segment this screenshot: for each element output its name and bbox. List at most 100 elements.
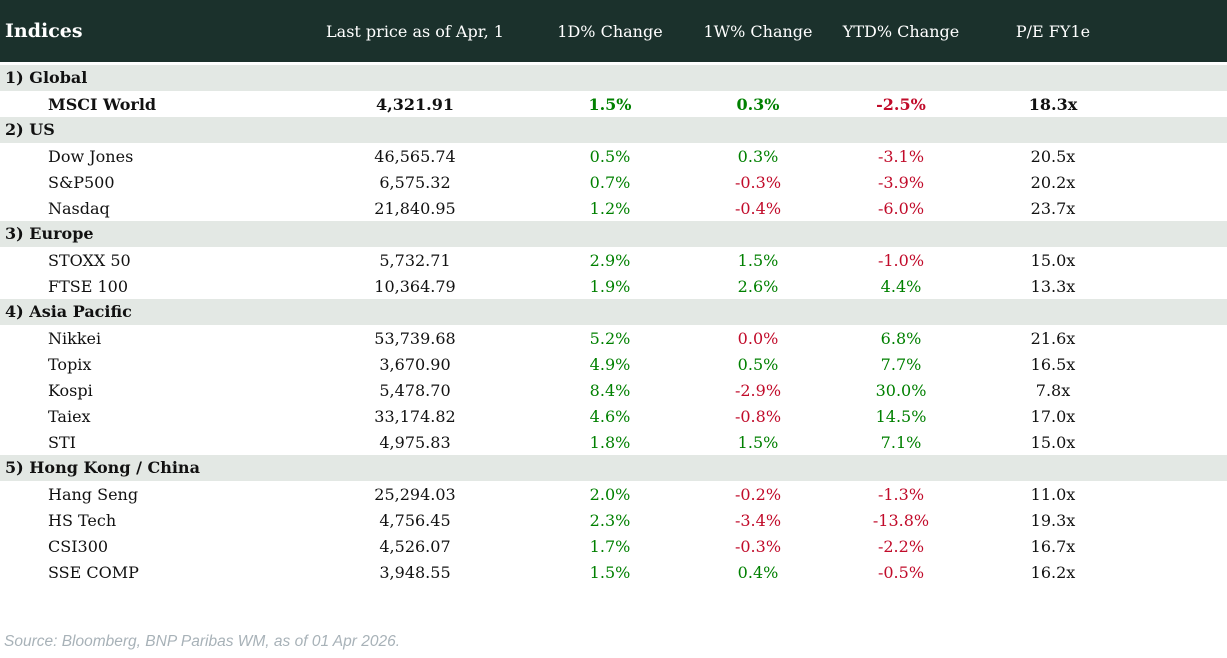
ytd-change-cell: 30.0% bbox=[875, 380, 927, 400]
index-name: Nikkei bbox=[48, 328, 102, 348]
1w-change-cell: 0.3% bbox=[736, 94, 780, 114]
index-name: STI bbox=[48, 432, 76, 452]
1d-change-cell: 1.8% bbox=[589, 432, 631, 452]
table-row: Kospi 5,478.70 8.4% -2.9% 30.0% 7.8x bbox=[0, 377, 1227, 403]
ytd-change-cell: -6.0% bbox=[877, 198, 925, 218]
table-row: STOXX 50 5,732.71 2.9% 1.5% -1.0% 15.0x bbox=[0, 247, 1227, 273]
1w-change-cell: -0.3% bbox=[734, 172, 782, 192]
ytd-change-cell: 4.4% bbox=[880, 276, 922, 296]
section-label: 4) Asia Pacific bbox=[5, 302, 132, 321]
ytd-change-cell: 7.7% bbox=[880, 354, 922, 374]
1d-change-cell: 5.2% bbox=[589, 328, 631, 348]
1w-change-cell: 0.3% bbox=[737, 146, 779, 166]
table-header: Indices Last price as of Apr, 1 1D% Chan… bbox=[0, 0, 1227, 62]
1d-change-cell: 2.0% bbox=[589, 484, 631, 504]
pe-cell: 16.7x bbox=[1030, 536, 1076, 556]
1w-change-cell: 1.5% bbox=[737, 250, 779, 270]
index-name: FTSE 100 bbox=[48, 276, 129, 296]
table-body: 1) Global MSCI World 4,321.91 1.5% 0.3% … bbox=[0, 65, 1227, 585]
pe-cell: 18.3x bbox=[1028, 94, 1078, 114]
last-price: 4,756.45 bbox=[379, 510, 451, 530]
ytd-change-cell: -3.1% bbox=[877, 146, 925, 166]
index-name: Kospi bbox=[48, 380, 93, 400]
1d-change-cell: 1.5% bbox=[589, 562, 631, 582]
pe-cell: 16.5x bbox=[1030, 354, 1076, 374]
pe-cell: 17.0x bbox=[1030, 406, 1076, 426]
ytd-change-cell: 6.8% bbox=[880, 328, 922, 348]
pe-cell: 15.0x bbox=[1030, 432, 1076, 452]
last-price: 21,840.95 bbox=[374, 198, 456, 218]
last-price: 10,364.79 bbox=[374, 276, 456, 296]
1w-change-cell: 0.5% bbox=[737, 354, 779, 374]
section-band: 5) Hong Kong / China bbox=[0, 455, 1227, 481]
index-name: HS Tech bbox=[48, 510, 117, 530]
index-name: Taiex bbox=[48, 406, 91, 426]
last-price: 5,732.71 bbox=[379, 250, 451, 270]
section-label: 2) US bbox=[5, 120, 55, 139]
1w-change-cell: 0.4% bbox=[737, 562, 779, 582]
index-name: Hang Seng bbox=[48, 484, 139, 504]
table-row: HS Tech 4,756.45 2.3% -3.4% -13.8% 19.3x bbox=[0, 507, 1227, 533]
index-name: Dow Jones bbox=[48, 146, 134, 166]
table-row: Nikkei 53,739.68 5.2% 0.0% 6.8% 21.6x bbox=[0, 325, 1227, 351]
index-name: CSI300 bbox=[48, 536, 109, 556]
pe-cell: 7.8x bbox=[1035, 380, 1071, 400]
section-band: 2) US bbox=[0, 117, 1227, 143]
table-row: Dow Jones 46,565.74 0.5% 0.3% -3.1% 20.5… bbox=[0, 143, 1227, 169]
1d-change-cell: 0.5% bbox=[589, 146, 631, 166]
1w-change-cell: -0.8% bbox=[734, 406, 782, 426]
table-title: Indices bbox=[5, 20, 83, 42]
column-header-last-price: Last price as of Apr, 1 bbox=[326, 21, 504, 41]
1d-change-cell: 1.7% bbox=[589, 536, 631, 556]
1d-change-cell: 8.4% bbox=[589, 380, 631, 400]
last-price: 46,565.74 bbox=[374, 146, 456, 166]
table-row: MSCI World 4,321.91 1.5% 0.3% -2.5% 18.3… bbox=[0, 91, 1227, 117]
1d-change-cell: 2.3% bbox=[589, 510, 631, 530]
index-name: MSCI World bbox=[48, 94, 157, 114]
column-header-1d-change: 1D% Change bbox=[557, 21, 663, 41]
ytd-change-cell: -0.5% bbox=[877, 562, 925, 582]
index-name: Topix bbox=[48, 354, 92, 374]
index-name: STOXX 50 bbox=[48, 250, 131, 270]
last-price: 33,174.82 bbox=[374, 406, 456, 426]
table-row: Taiex 33,174.82 4.6% -0.8% 14.5% 17.0x bbox=[0, 403, 1227, 429]
last-price: 4,321.91 bbox=[376, 94, 454, 114]
last-price: 3,670.90 bbox=[379, 354, 451, 374]
table-row: Topix 3,670.90 4.9% 0.5% 7.7% 16.5x bbox=[0, 351, 1227, 377]
ytd-change-cell: 14.5% bbox=[875, 406, 927, 426]
indices-table: Indices Last price as of Apr, 1 1D% Chan… bbox=[0, 0, 1227, 585]
pe-cell: 16.2x bbox=[1030, 562, 1076, 582]
column-header-pe: P/E FY1e bbox=[1015, 21, 1091, 41]
source-note: Source: Bloomberg, BNP Paribas WM, as of… bbox=[4, 633, 401, 650]
ytd-change-cell: -13.8% bbox=[872, 510, 930, 530]
table-row: CSI300 4,526.07 1.7% -0.3% -2.2% 16.7x bbox=[0, 533, 1227, 559]
pe-cell: 20.2x bbox=[1030, 172, 1076, 192]
1w-change-cell: -0.3% bbox=[734, 536, 782, 556]
last-price: 53,739.68 bbox=[374, 328, 456, 348]
ytd-change-cell: 7.1% bbox=[880, 432, 922, 452]
1d-change-cell: 1.5% bbox=[588, 94, 632, 114]
last-price: 4,975.83 bbox=[379, 432, 451, 452]
index-name: S&P500 bbox=[48, 172, 115, 192]
section-label: 1) Global bbox=[5, 68, 88, 87]
1w-change-cell: -3.4% bbox=[734, 510, 782, 530]
ytd-change-cell: -1.0% bbox=[877, 250, 925, 270]
ytd-change-cell: -2.5% bbox=[876, 94, 926, 114]
1d-change-cell: 4.9% bbox=[589, 354, 631, 374]
last-price: 3,948.55 bbox=[379, 562, 451, 582]
ytd-change-cell: -2.2% bbox=[877, 536, 925, 556]
table-row: SSE COMP 3,948.55 1.5% 0.4% -0.5% 16.2x bbox=[0, 559, 1227, 585]
section-band: 4) Asia Pacific bbox=[0, 299, 1227, 325]
index-name: SSE COMP bbox=[48, 562, 139, 582]
1w-change-cell: -0.2% bbox=[734, 484, 782, 504]
table-row: S&P500 6,575.32 0.7% -0.3% -3.9% 20.2x bbox=[0, 169, 1227, 195]
pe-cell: 11.0x bbox=[1030, 484, 1076, 504]
last-price: 5,478.70 bbox=[379, 380, 451, 400]
1w-change-cell: 0.0% bbox=[737, 328, 779, 348]
pe-cell: 23.7x bbox=[1030, 198, 1076, 218]
table-row: Nasdaq 21,840.95 1.2% -0.4% -6.0% 23.7x bbox=[0, 195, 1227, 221]
pe-cell: 15.0x bbox=[1030, 250, 1076, 270]
1d-change-cell: 2.9% bbox=[589, 250, 631, 270]
last-price: 25,294.03 bbox=[374, 484, 456, 504]
last-price: 4,526.07 bbox=[379, 536, 451, 556]
